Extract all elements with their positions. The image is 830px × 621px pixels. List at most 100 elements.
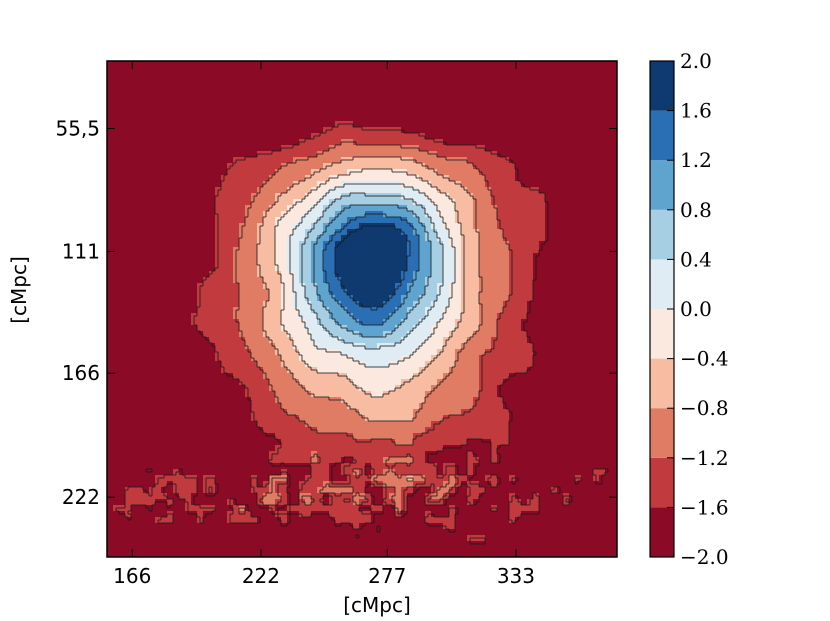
contour-cell [425,307,444,314]
contour-cell [251,349,276,356]
contour-cell [107,457,270,464]
contour-cell [521,319,617,326]
contour-lines [115,123,617,545]
contour-cell [371,391,384,398]
contour-cell [305,175,330,182]
contour-cell [425,337,444,344]
contour-cell [461,181,486,188]
contour-cell [215,259,234,266]
contour-cell [107,439,282,446]
contour-cell [233,505,240,512]
contour-cell [311,277,324,284]
contour-cell [263,307,282,314]
contour-cell [419,265,432,272]
contour-cell [365,343,378,350]
contour-cell [593,469,606,476]
contour-cell [305,319,318,326]
contour-cell [299,487,318,494]
contour-cell [107,355,216,362]
contour-cell [389,295,402,302]
contour-cell [191,493,258,500]
contour-cell [353,379,402,386]
contour-cell [179,469,282,476]
contour-cell [197,307,234,314]
contour-cell [107,379,240,386]
contour-cell [203,511,228,518]
contour-cell [287,493,300,500]
contour-cell [263,217,276,224]
plot-area [106,60,618,558]
contour-cell [281,307,300,314]
contour-cell [479,259,510,266]
contour-cell [323,253,336,260]
contour-cell [287,469,312,476]
contour-cell [407,313,426,320]
contour-cell [521,325,617,332]
contour-cell [395,283,408,290]
contour-cell [215,235,240,242]
contour-cell [467,457,480,464]
contour-cell [263,331,288,338]
contour-cell [539,247,617,254]
contour-cell [419,175,450,182]
contour-cell [341,235,408,242]
contour-cell [479,229,504,236]
contour-cell [281,325,306,332]
contour-cell [449,289,462,296]
contour-cell [269,295,282,302]
contour-cell [431,385,480,392]
contour-cell [323,163,426,170]
contour-cell [239,229,258,236]
contour-cell [167,499,174,506]
contour-cell [329,511,372,518]
contour-cell [107,163,228,170]
contour-cell [233,265,258,272]
contour-cell [329,307,348,314]
contour-cell [197,481,204,488]
contour-cell [317,313,330,320]
colorbar-tick-label: 0.4 [680,247,712,271]
contour-cell [431,493,444,500]
contour-cell [419,247,432,254]
contour-cell [209,271,234,278]
contour-cell [269,337,294,344]
contour-cell [107,235,216,242]
contour-cell [173,499,186,506]
contour-cell [263,373,294,380]
contour-cell [215,193,252,200]
contour-cell [479,457,492,464]
contour-cell [455,481,462,488]
contour-cell [257,361,282,368]
contour-cell [197,475,204,482]
contour-cell [479,235,504,242]
colorbar-tick-label: 0.0 [680,297,712,321]
y-axis-label: [cMpc] [7,256,31,324]
contour-cell [311,271,324,278]
contour-cell [503,301,528,308]
contour-cell [383,469,396,476]
contour-cell [107,337,210,344]
contour-cell [509,265,534,272]
contour-cell [341,283,396,290]
contour-cell [455,505,492,512]
contour-cell [479,373,510,380]
contour-cell [215,205,246,212]
contour-cell [395,469,438,476]
contour-cell [365,493,372,500]
contour-cell [413,433,510,440]
contour-cell [251,511,276,518]
contour-cell [407,283,426,290]
contour-cell [221,175,270,182]
contour-cell [449,283,462,290]
contour-cell [401,295,420,302]
contour-cell [215,475,252,482]
contour-cell [419,145,486,152]
colorbar-segment [650,408,674,458]
contour-cell [467,157,510,164]
contour-cell [245,385,270,392]
contour-cell [227,163,282,170]
contour-cell [371,511,396,518]
contour-cell [569,499,617,506]
contour-cell [509,247,540,254]
contour-cell [533,343,617,350]
